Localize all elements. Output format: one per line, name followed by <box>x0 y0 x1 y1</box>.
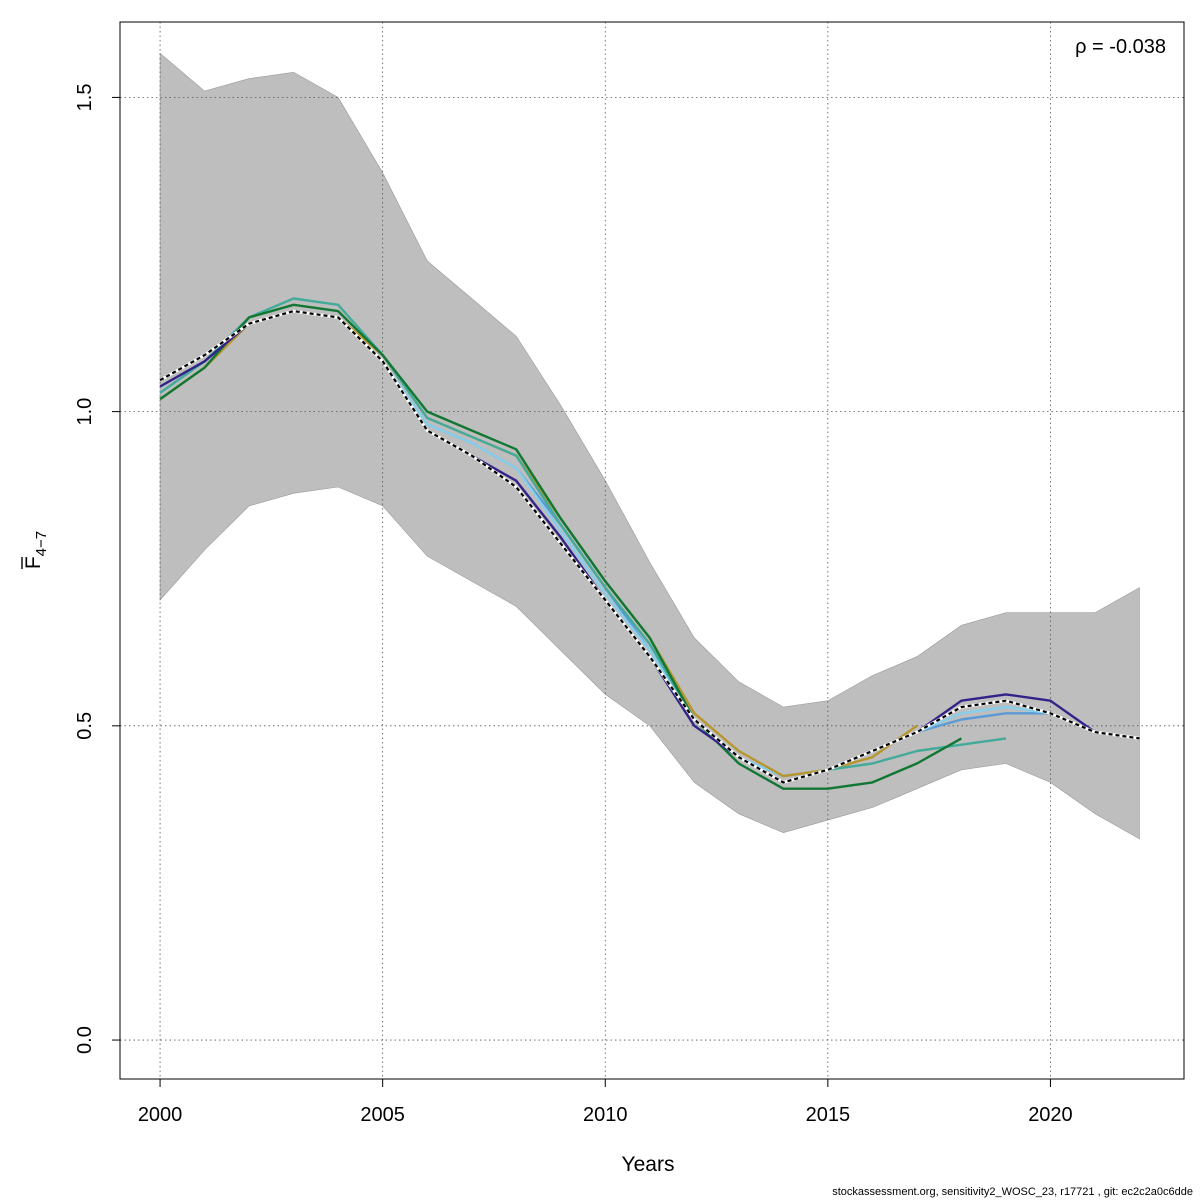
y-tick-label: 1.0 <box>74 398 96 426</box>
y-axis-title-sub: 4−7 <box>33 531 50 556</box>
x-axis-title: Years <box>622 1153 675 1176</box>
y-axis-title: F4−7 <box>21 531 50 569</box>
confidence-band <box>159 52 1140 840</box>
x-tick-label: 2015 <box>806 1104 851 1126</box>
footer-note: stockassessment.org, sensitivity2_WOSC_2… <box>832 1186 1193 1198</box>
svg-text:F4−7: F4−7 <box>22 531 50 569</box>
y-tick-label: 0.0 <box>74 1026 96 1054</box>
x-tick-label: 2000 <box>138 1104 183 1126</box>
x-tick-label: 2005 <box>360 1104 405 1126</box>
series-line-4 <box>159 297 1007 784</box>
series-line-5 <box>159 303 962 790</box>
y-tick-label: 1.5 <box>74 84 96 112</box>
series-line-7 <box>159 309 1140 784</box>
y-axis: 0.0 0.5 1.0 1.5 <box>74 84 120 1054</box>
series-layer <box>159 297 1140 790</box>
y-axis-title-main: F <box>22 556 45 569</box>
x-tick-label: 2010 <box>583 1104 628 1126</box>
x-tick-label: 2020 <box>1028 1104 1073 1126</box>
plot-frame <box>119 21 1185 1080</box>
x-axis: 2000 2005 2010 2015 2020 <box>138 1079 1073 1126</box>
y-tick-label: 0.5 <box>74 712 96 740</box>
confidence-band-layer <box>159 52 1140 840</box>
grid-layer <box>120 22 1184 1079</box>
rho-annotation: ρ = -0.038 <box>1075 36 1166 58</box>
